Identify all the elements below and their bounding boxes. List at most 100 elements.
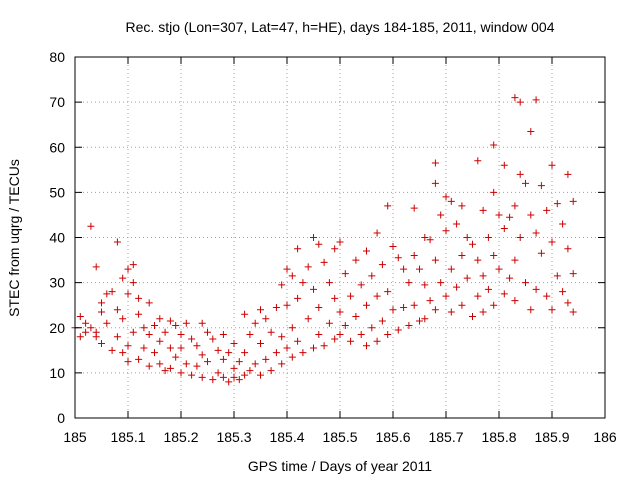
data-point xyxy=(331,335,339,343)
data-point xyxy=(325,319,333,327)
data-point xyxy=(108,288,116,296)
data-point xyxy=(320,342,328,350)
x-tick-label: 185.1 xyxy=(110,429,145,445)
data-point xyxy=(378,261,386,269)
data-point xyxy=(278,333,286,341)
data-point xyxy=(251,319,259,327)
data-point xyxy=(267,328,275,336)
data-point xyxy=(193,342,201,350)
data-point xyxy=(262,355,270,363)
data-point xyxy=(241,310,249,318)
data-point xyxy=(193,362,201,370)
data-point xyxy=(394,254,402,262)
chart-title: Rec. stjo (Lon=307, Lat=47, h=HE), days … xyxy=(126,19,555,35)
data-point xyxy=(368,272,376,280)
data-point xyxy=(490,252,498,260)
data-point xyxy=(421,281,429,289)
data-point xyxy=(569,270,577,278)
data-point xyxy=(479,272,487,280)
data-point xyxy=(294,245,302,253)
x-tick-label: 185.6 xyxy=(375,429,410,445)
data-point xyxy=(357,281,365,289)
data-point xyxy=(553,200,561,208)
data-point xyxy=(490,141,498,149)
data-point xyxy=(447,308,455,316)
data-point xyxy=(442,292,450,300)
x-tick-label: 185.8 xyxy=(481,429,516,445)
data-point xyxy=(151,349,158,357)
data-point xyxy=(230,364,238,372)
data-point xyxy=(469,312,476,320)
data-point xyxy=(188,335,196,343)
data-point xyxy=(431,306,439,314)
data-point xyxy=(458,202,466,210)
data-point xyxy=(135,294,143,302)
data-point xyxy=(431,159,439,167)
data-point xyxy=(458,252,466,260)
data-point xyxy=(564,170,572,178)
data-point xyxy=(527,127,535,135)
data-point xyxy=(522,179,529,187)
data-point xyxy=(400,303,408,311)
data-point xyxy=(288,353,296,361)
data-point xyxy=(384,331,392,339)
data-point xyxy=(500,290,508,298)
data-point xyxy=(214,346,222,354)
data-point xyxy=(283,265,291,273)
data-point xyxy=(564,245,572,253)
data-point xyxy=(230,373,238,381)
data-point xyxy=(506,213,514,221)
data-point xyxy=(177,344,185,352)
data-point xyxy=(453,283,461,291)
data-point xyxy=(124,358,132,366)
data-point xyxy=(76,312,84,320)
data-point xyxy=(124,290,132,298)
y-tick-label: 0 xyxy=(57,410,65,426)
data-point xyxy=(405,279,413,287)
data-point xyxy=(272,303,280,311)
data-point xyxy=(569,197,577,205)
y-tick-label: 30 xyxy=(49,275,65,291)
data-point xyxy=(235,358,243,366)
data-point xyxy=(559,288,567,296)
y-tick-label: 10 xyxy=(49,365,65,381)
data-point xyxy=(262,315,270,323)
data-point xyxy=(506,274,514,282)
data-point xyxy=(527,211,535,219)
data-point xyxy=(548,238,556,246)
data-point xyxy=(410,252,418,260)
data-point xyxy=(315,331,323,339)
data-point xyxy=(516,98,524,106)
data-point xyxy=(177,331,185,339)
data-point xyxy=(474,292,482,300)
data-point xyxy=(442,227,450,235)
data-point xyxy=(283,344,291,352)
data-point xyxy=(559,220,567,228)
data-point xyxy=(140,344,148,352)
data-point xyxy=(363,247,370,255)
data-point xyxy=(246,367,254,375)
data-point xyxy=(511,297,519,305)
data-point xyxy=(532,229,540,237)
data-point xyxy=(421,234,429,241)
data-point xyxy=(543,292,551,300)
data-point xyxy=(124,342,132,350)
data-point xyxy=(537,182,545,190)
grid-lines xyxy=(75,57,605,418)
data-point xyxy=(129,261,137,269)
data-point xyxy=(82,319,90,327)
data-point xyxy=(283,301,291,309)
data-point xyxy=(299,279,307,287)
data-point xyxy=(352,256,360,264)
data-point xyxy=(82,328,90,336)
data-point xyxy=(98,340,105,348)
data-point xyxy=(272,349,280,357)
data-point xyxy=(484,234,492,241)
data-point xyxy=(347,292,355,300)
data-point xyxy=(198,373,206,381)
data-point xyxy=(416,265,423,273)
data-point xyxy=(156,315,164,323)
data-point xyxy=(209,335,217,343)
data-point xyxy=(246,331,254,339)
